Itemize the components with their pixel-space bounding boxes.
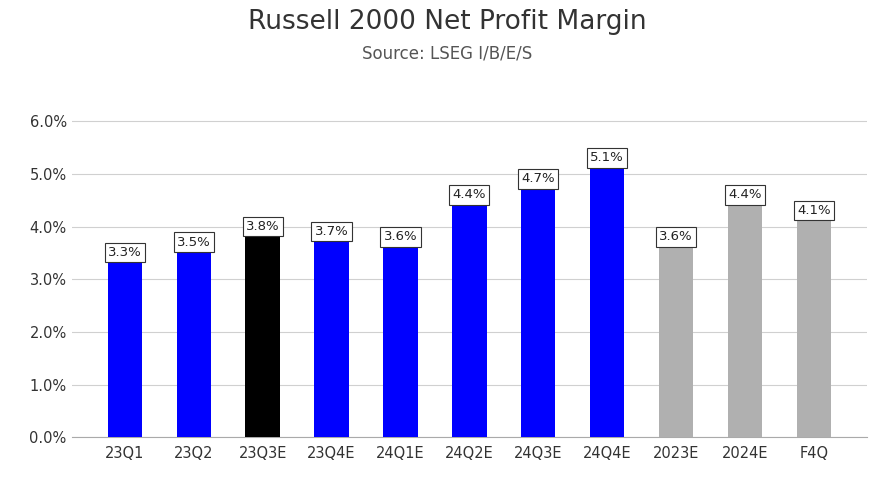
Text: 3.8%: 3.8% — [246, 220, 280, 233]
Text: 3.6%: 3.6% — [659, 231, 693, 244]
Text: 3.3%: 3.3% — [108, 246, 142, 259]
Bar — [452, 205, 486, 437]
Text: 4.4%: 4.4% — [452, 188, 486, 201]
Text: 4.1%: 4.1% — [797, 204, 831, 217]
Bar — [728, 205, 762, 437]
Bar — [315, 243, 349, 437]
Bar — [659, 248, 693, 437]
Bar — [107, 263, 142, 437]
Bar — [521, 190, 555, 437]
Bar — [590, 168, 624, 437]
Text: 3.6%: 3.6% — [384, 231, 417, 244]
Bar — [797, 221, 831, 437]
Text: Source: LSEG I/B/E/S: Source: LSEG I/B/E/S — [362, 44, 532, 62]
Text: 3.5%: 3.5% — [177, 236, 211, 248]
Text: 4.4%: 4.4% — [728, 188, 762, 201]
Text: 3.7%: 3.7% — [315, 225, 349, 238]
Bar — [384, 248, 417, 437]
Bar — [177, 253, 211, 437]
Text: 5.1%: 5.1% — [590, 151, 624, 165]
Bar — [246, 237, 280, 437]
Text: Russell 2000 Net Profit Margin: Russell 2000 Net Profit Margin — [248, 9, 646, 35]
Text: 4.7%: 4.7% — [521, 172, 555, 185]
